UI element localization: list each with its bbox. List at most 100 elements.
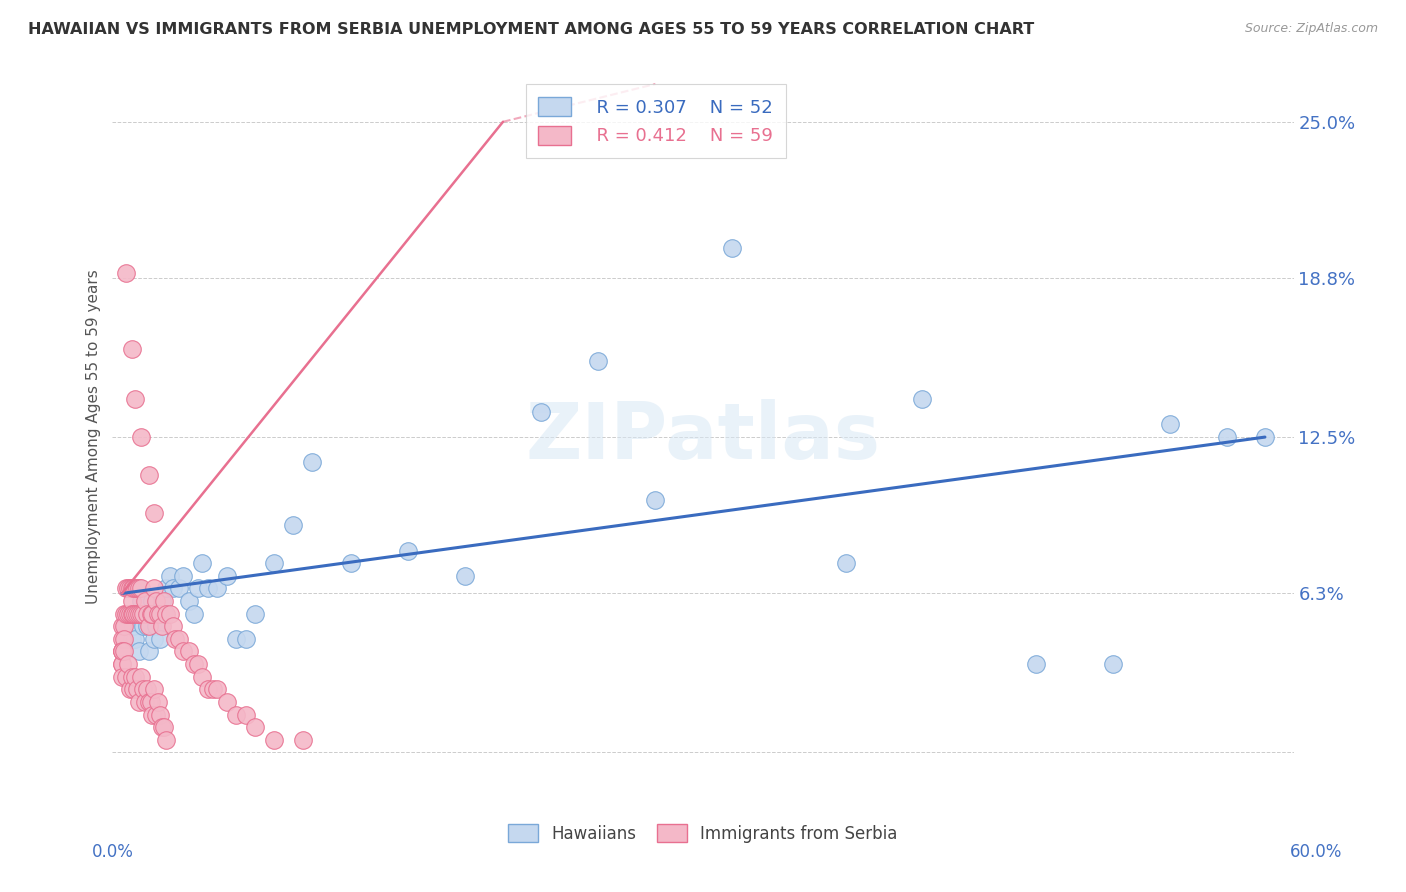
Point [143,632,166,646]
Point [263,556,285,570]
Point [121,594,143,608]
Point [122,682,145,697]
Point [117,607,139,621]
Point [111,644,134,658]
Point [197,682,219,697]
Point [207,682,229,697]
Point [245,720,267,734]
Point [127,607,149,621]
Point [148,607,170,621]
Point [124,632,146,646]
Point [117,582,139,596]
Point [111,632,134,646]
Text: ZIPatlas: ZIPatlas [526,399,880,475]
Point [530,405,553,419]
Point [128,607,150,621]
Point [150,594,173,608]
Point [835,556,858,570]
Point [183,607,205,621]
Point [1025,657,1047,671]
Point [114,607,136,621]
Point [159,607,181,621]
Point [121,607,143,621]
Point [132,619,155,633]
Point [129,594,152,608]
Point [172,569,194,583]
Point [586,354,609,368]
Point [127,582,149,596]
Point [121,582,143,596]
Point [121,670,143,684]
Text: 0.0%: 0.0% [91,843,134,861]
Point [114,582,136,596]
Point [121,632,143,646]
Point [197,582,219,596]
Point [128,695,150,709]
Point [118,582,141,596]
Point [225,707,247,722]
Point [135,682,157,697]
Point [122,619,145,633]
Point [114,670,136,684]
Point [215,569,238,583]
Point [111,619,134,633]
Point [139,607,162,621]
Point [117,657,139,671]
Point [112,607,135,621]
Point [134,607,156,621]
Point [153,720,176,734]
Point [111,657,134,671]
Point [141,707,163,722]
Point [162,619,184,633]
Point [235,632,257,646]
Point [129,670,152,684]
Point [111,670,134,684]
Point [145,594,167,608]
Point [134,594,156,608]
Point [124,670,146,684]
Point [155,607,177,621]
Point [167,632,190,646]
Point [111,644,134,658]
Point [149,607,172,621]
Point [122,607,145,621]
Point [135,619,157,633]
Point [138,644,160,658]
Point [138,619,160,633]
Point [291,732,314,747]
Point [112,644,135,658]
Point [454,569,477,583]
Point [117,607,139,621]
Point [187,582,209,596]
Point [112,619,135,633]
Point [124,607,146,621]
Point [141,607,163,621]
Point [124,392,146,407]
Point [155,582,177,596]
Point [183,657,205,671]
Point [121,342,143,356]
Point [153,594,176,608]
Point [135,607,157,621]
Legend: Hawaiians, Immigrants from Serbia: Hawaiians, Immigrants from Serbia [502,818,904,849]
Point [143,506,166,520]
Point [139,695,162,709]
Point [114,619,136,633]
Point [149,632,172,646]
Y-axis label: Unemployment Among Ages 55 to 59 years: Unemployment Among Ages 55 to 59 years [86,269,101,605]
Point [143,682,166,697]
Point [111,657,134,671]
Text: HAWAIIAN VS IMMIGRANTS FROM SERBIA UNEMPLOYMENT AMONG AGES 55 TO 59 YEARS CORREL: HAWAIIAN VS IMMIGRANTS FROM SERBIA UNEMP… [28,22,1035,37]
Point [148,607,170,621]
Point [235,707,257,722]
Point [124,582,146,596]
Point [141,594,163,608]
Point [162,582,184,596]
Point [132,607,155,621]
Point [155,732,177,747]
Text: 60.0%: 60.0% [1291,843,1343,861]
Point [138,695,160,709]
Point [148,695,170,709]
Point [720,241,742,255]
Point [202,682,225,697]
